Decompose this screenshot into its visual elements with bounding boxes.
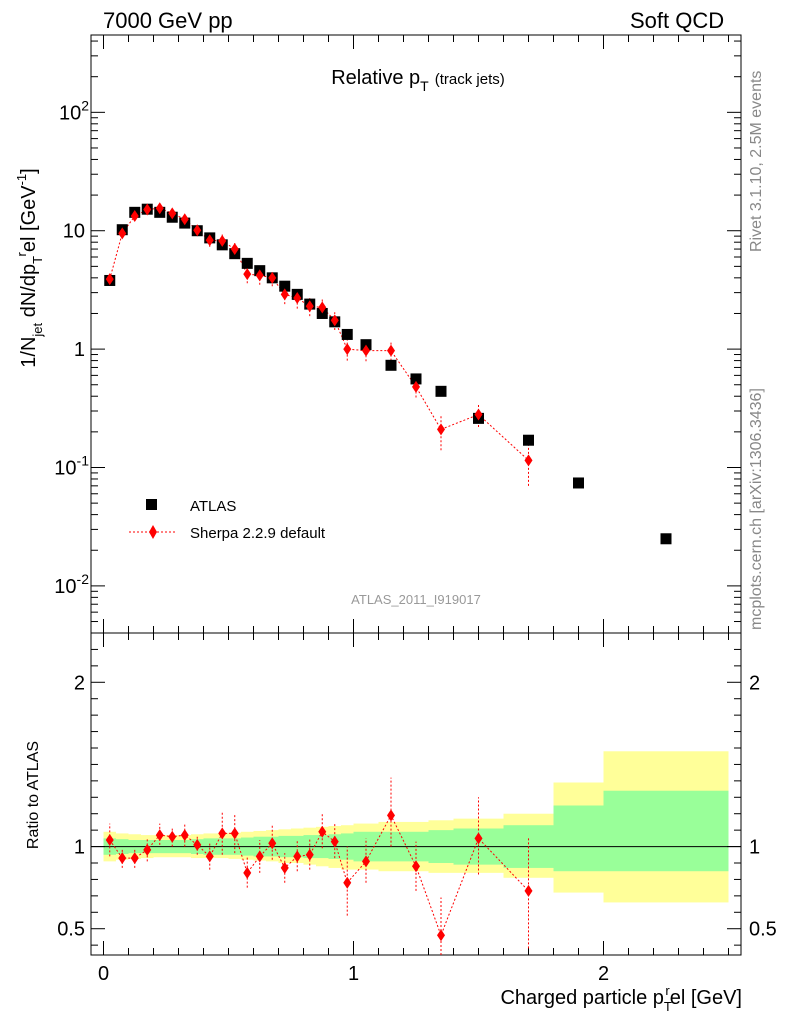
ratio-point [293,850,302,863]
sherpa-point [343,343,352,356]
ratio-point [343,876,352,889]
main-frame [90,34,742,634]
x-tick-label: 0 [98,963,109,985]
atlas-point [341,328,353,340]
ratio-point [255,850,264,863]
ratio-point [218,827,227,840]
ratio-point [362,855,370,868]
ratio-y-tick-label: 1 [74,837,85,859]
sherpa-point [180,213,189,226]
ratio-y-tick-label: 2 [74,672,85,694]
main-y-tick-label: 10-2 [54,571,89,598]
watermark: ATLAS_2011_I919017 [351,592,481,607]
sherpa-point [193,224,202,237]
sherpa-point [205,234,214,247]
stat-band [603,790,729,872]
sherpa-point [412,380,420,393]
sherpa-line [109,207,529,461]
ratio-point [330,835,339,848]
ratio-point [318,825,327,838]
x-axis-label: Charged particle pTrel [GeV] [500,983,742,1014]
ratio-point [280,861,289,874]
ratio-point [230,827,239,840]
ratio-y-tick-label-right: 1 [749,837,760,859]
ratio-y-label: Ratio to ATLAS [25,741,42,849]
ratio-frame [90,632,742,956]
atlas-point [573,477,584,489]
ratio-point [155,829,164,842]
legend-sherpa-marker [149,525,157,539]
sherpa-point [474,408,483,421]
ratio-point [437,929,445,942]
header-left: 7000 GeV pp [103,8,233,33]
legend-atlas-label: ATLAS [190,498,236,515]
ratio-y-tick-label: 0.5 [57,919,85,941]
ratio-point [205,850,214,863]
header-right: Soft QCD [630,8,725,33]
atlas-point [410,373,422,385]
ratio-point [268,837,277,850]
ratio-y-tick-label-right: 0.5 [749,919,777,941]
ratio-point [305,848,314,861]
ratio-point [118,852,127,865]
stat-band [553,805,604,872]
ratio-point [524,884,533,897]
ratio-point [474,832,483,845]
sherpa-point [305,300,314,313]
sherpa-point [255,269,264,282]
sherpa-point [362,344,370,357]
main-y-tick-label: 102 [59,97,89,124]
sherpa-point [130,210,139,223]
x-tick-label: 2 [598,963,609,985]
legend: ATLAS Sherpa 2.2.9 default [129,498,326,542]
atlas-point [385,359,397,371]
ratio-point [180,829,189,842]
ratio-y-tick-label-right: 2 [749,672,760,694]
ratio-line [109,814,529,937]
main-y-tick-label: 10-1 [54,452,89,479]
ratio-point [243,866,252,879]
sherpa-point [243,268,252,281]
main-y-label: 1/Njet dN/dpTrel [GeV-1] [14,168,45,367]
legend-atlas-marker [146,499,157,510]
sherpa-point [293,292,302,305]
ratio-point [412,860,420,873]
main-y-tick-label: 10 [63,221,85,243]
atlas-point [523,434,534,446]
sherpa-point [330,314,339,327]
sherpa-point [387,344,395,357]
sherpa-point [318,301,327,314]
atlas-point [241,257,253,269]
ratio-point [130,852,139,865]
sherpa-point [105,273,114,286]
sherpa-point [230,243,239,256]
plot-title: Relative pT (track jets) [331,67,505,94]
atlas-point [435,385,447,397]
sherpa-point [280,288,289,301]
sherpa-point [437,423,445,436]
legend-sherpa-label: Sherpa 2.2.9 default [190,525,326,542]
sherpa-point [268,271,277,284]
atlas-point [660,533,672,545]
x-tick-label: 1 [348,963,359,985]
ratio-point [193,838,202,851]
atlas-point [279,280,291,292]
ratio-point [105,834,114,846]
sherpa-point [155,202,164,215]
ratio-point [387,809,395,822]
sherpa-point [168,207,177,220]
ratio-point [168,830,177,843]
main-y-tick-label: 1 [74,339,85,361]
sherpa-point [118,227,127,240]
sherpa-point [524,454,533,467]
sherpa-point [218,234,227,247]
ratio-point [143,843,152,856]
atlas-point [316,307,328,319]
sherpa-point [143,203,152,216]
